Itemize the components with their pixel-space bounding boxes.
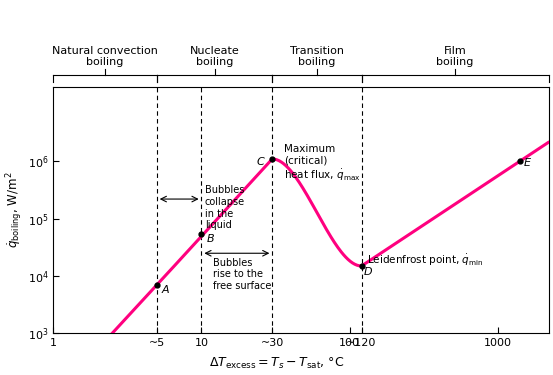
Text: B: B <box>206 234 214 244</box>
Text: A: A <box>162 285 169 295</box>
Text: Film
boiling: Film boiling <box>436 46 474 68</box>
Text: Bubbles
collapse
in the
liquid: Bubbles collapse in the liquid <box>205 185 245 230</box>
Text: E: E <box>524 158 530 168</box>
Text: Nucleate
boiling: Nucleate boiling <box>190 46 239 68</box>
Text: Leidenfrost point, $\dot{q}_{\mathrm{min}}$: Leidenfrost point, $\dot{q}_{\mathrm{min… <box>367 253 483 268</box>
Text: Maximum
(critical)
heat flux, $\dot{q}_{\mathrm{max}}$: Maximum (critical) heat flux, $\dot{q}_{… <box>284 144 361 183</box>
Text: Natural convection
boiling: Natural convection boiling <box>52 46 158 68</box>
Text: D: D <box>364 267 373 277</box>
Text: $\Delta T_{\rm excess} = T_s - T_{\rm sat}$, °C: $\Delta T_{\rm excess} = T_s - T_{\rm sa… <box>209 356 344 371</box>
Text: Bubbles
rise to the
free surface: Bubbles rise to the free surface <box>213 258 272 291</box>
Text: Transition
boiling: Transition boiling <box>290 46 344 68</box>
Text: C: C <box>256 156 264 166</box>
Y-axis label: $\dot{q}_\mathrm{boiling}$, W/m$^2$: $\dot{q}_\mathrm{boiling}$, W/m$^2$ <box>4 172 25 248</box>
